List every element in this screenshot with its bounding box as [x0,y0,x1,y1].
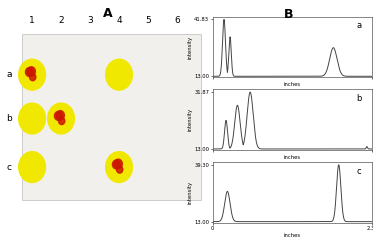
Text: B: B [284,8,294,21]
Circle shape [114,159,122,169]
Circle shape [56,111,65,120]
Text: inches: inches [284,164,301,169]
Y-axis label: intensity: intensity [187,108,192,131]
Text: 3: 3 [87,16,93,25]
Text: inches: inches [284,91,301,96]
Circle shape [18,102,46,135]
X-axis label: inches: inches [284,82,301,87]
Text: a: a [7,70,12,79]
Text: 1: 1 [29,16,35,25]
Text: b: b [6,114,12,123]
Circle shape [105,151,133,183]
Text: A: A [103,7,113,20]
Bar [22,34,201,200]
Circle shape [27,67,35,76]
Circle shape [105,59,133,91]
Circle shape [18,151,46,183]
Y-axis label: intensity: intensity [187,181,192,204]
Circle shape [59,117,65,125]
Text: 2: 2 [58,16,64,25]
Text: 6: 6 [174,16,180,25]
Circle shape [116,166,123,173]
Circle shape [25,68,33,77]
Text: a: a [356,22,361,31]
X-axis label: inches: inches [284,155,301,160]
Text: 5: 5 [145,16,151,25]
Circle shape [29,73,36,81]
Y-axis label: intensity: intensity [187,36,192,59]
Circle shape [18,59,46,91]
Circle shape [112,160,120,169]
Text: c: c [7,163,12,172]
Text: c: c [356,167,361,176]
Circle shape [47,102,75,135]
Text: b: b [356,94,362,103]
Text: 4: 4 [116,16,122,25]
Circle shape [54,111,62,120]
X-axis label: inches: inches [284,233,301,237]
